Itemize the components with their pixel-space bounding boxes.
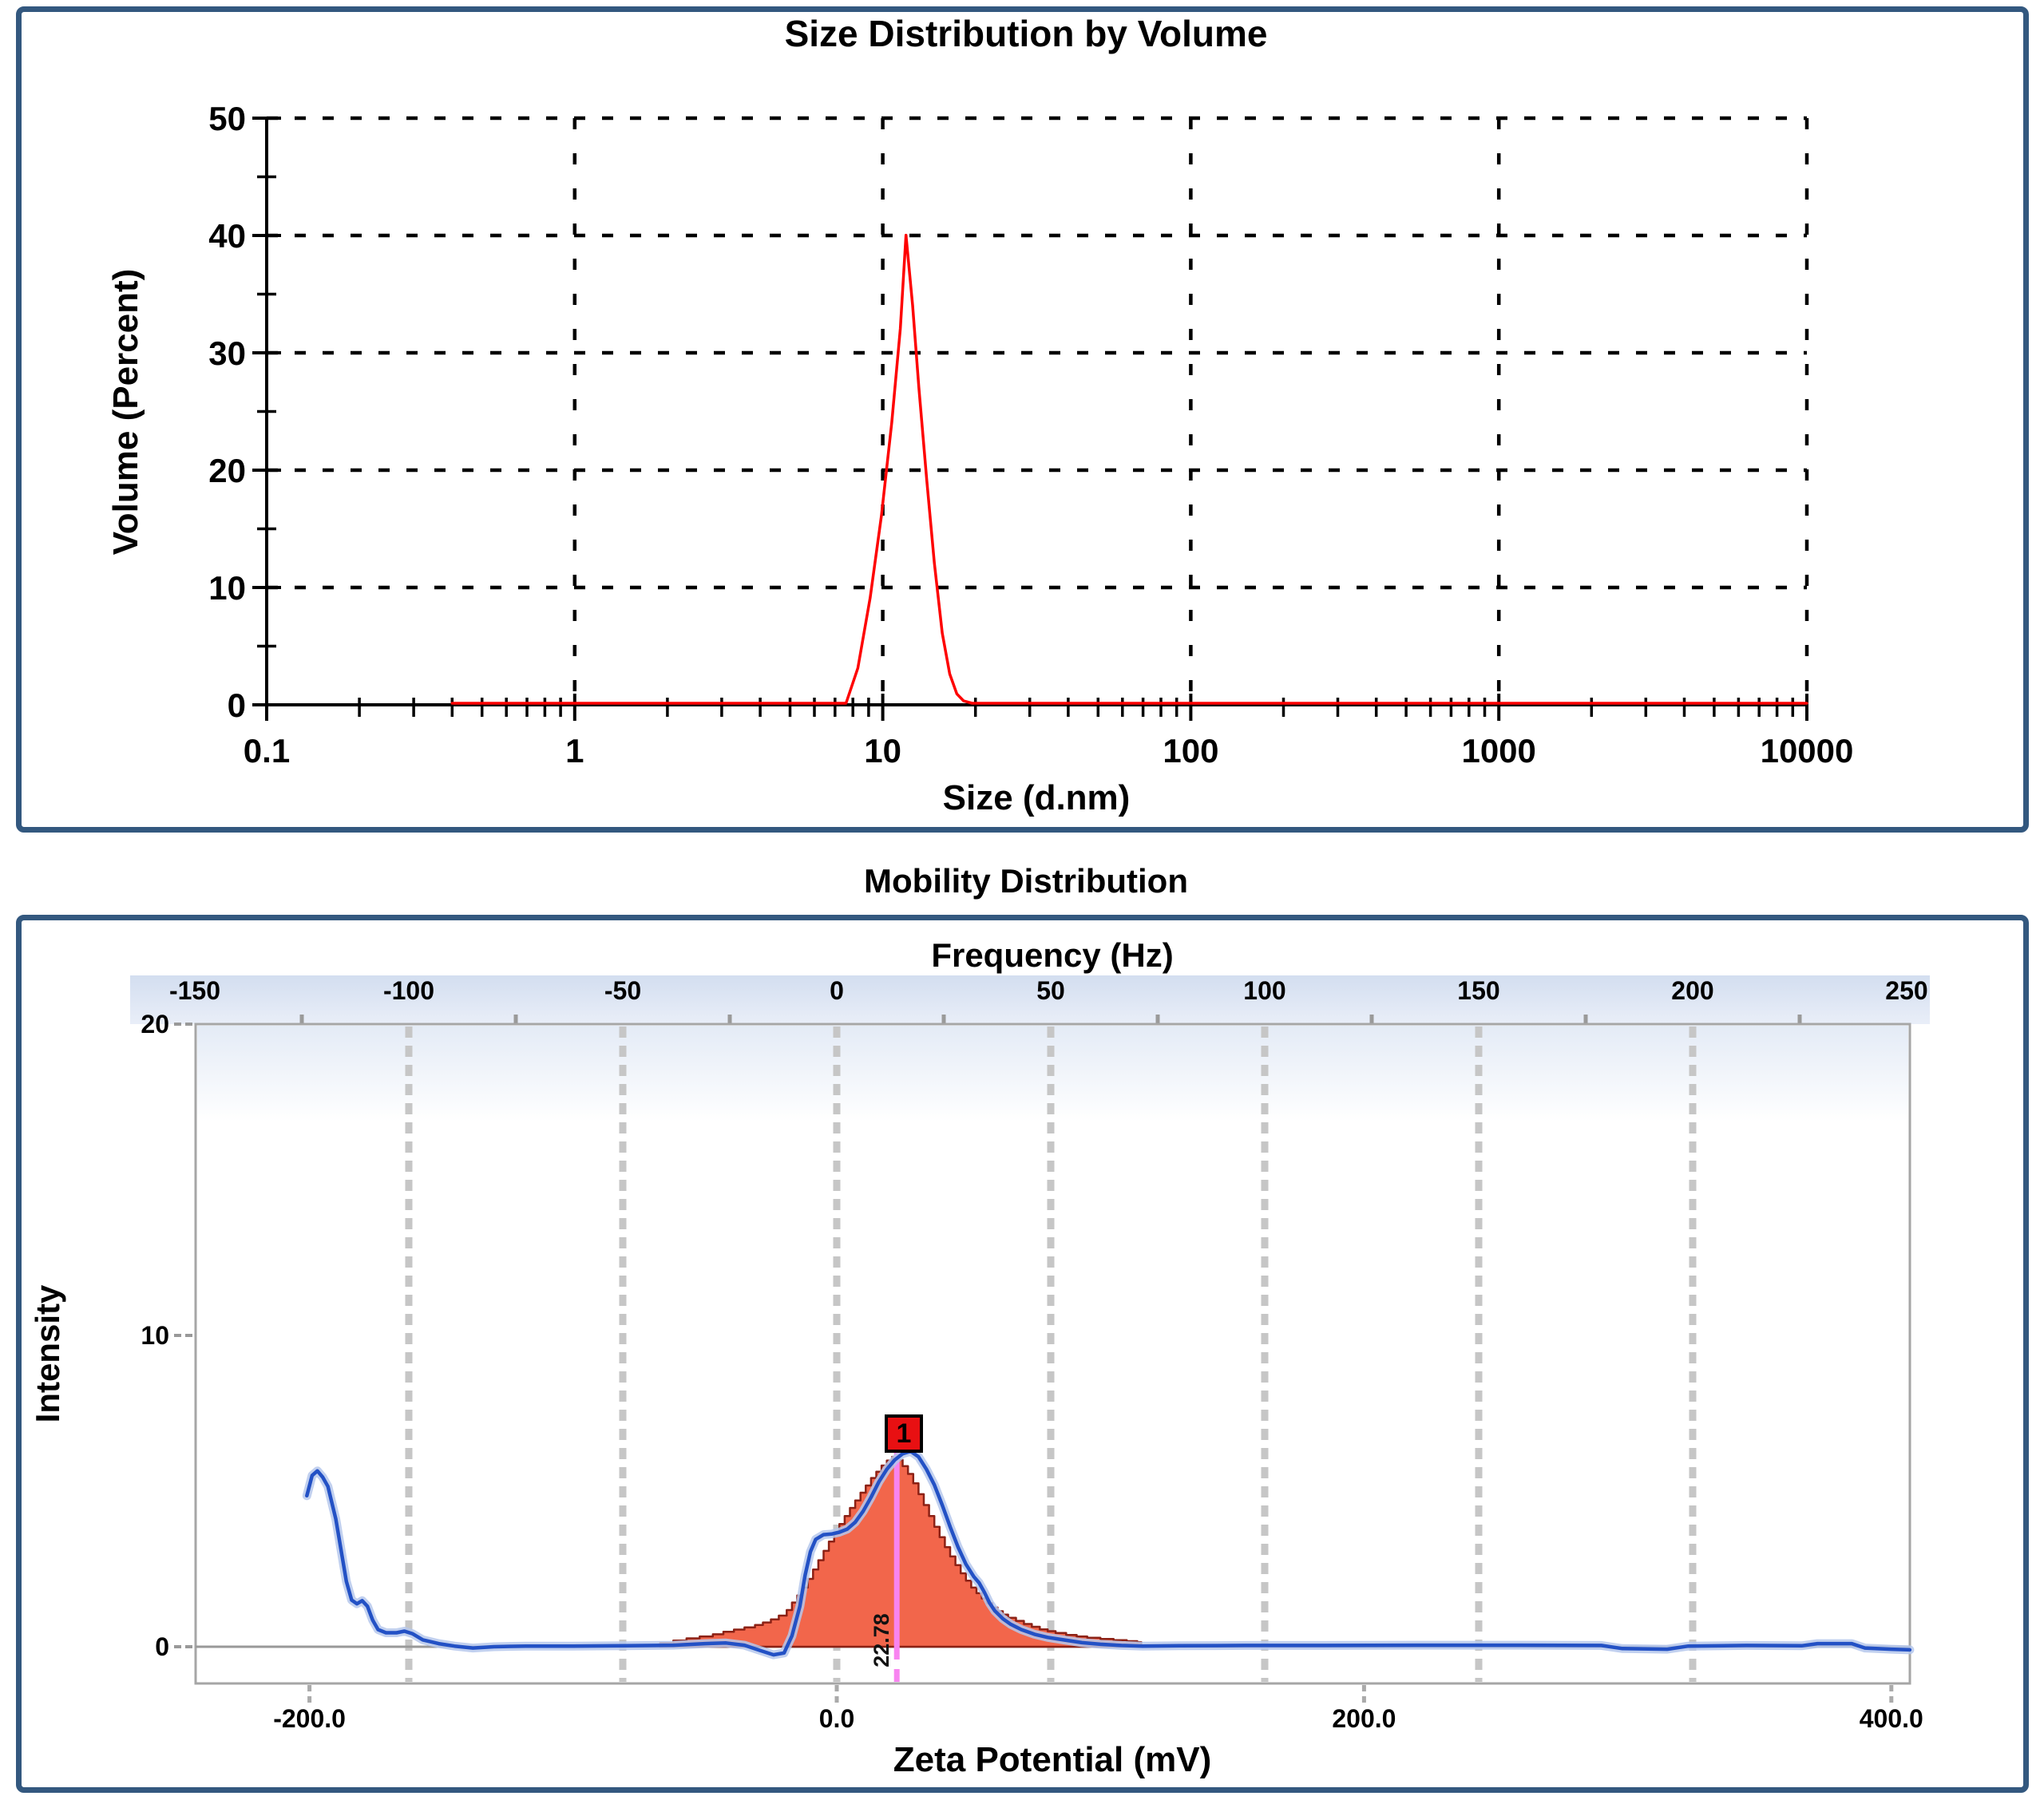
mobility-curve-halo	[302, 1446, 1915, 1660]
frequency-tick-label: 0	[830, 976, 844, 1005]
mobility-chart: -150 -100 -50 0 50 100 150 200 250 0 10 20 -200.0 0.0…	[130, 975, 1930, 1733]
x-tick-label: 1000	[1461, 732, 1535, 769]
y-tick-label: 50	[208, 100, 246, 137]
size-distribution-panel	[16, 6, 2029, 833]
x-tick-label: 10000	[1761, 732, 1854, 769]
x-tick-label: 1	[565, 732, 584, 769]
peak-1-marker-label: 1	[896, 1418, 912, 1449]
x-tick-label: 100	[1163, 732, 1218, 769]
zeta-potential-axis-label: Zeta Potential (mV)	[893, 1740, 1212, 1779]
zeta-tick-label: -200.0	[273, 1704, 346, 1733]
peak-zeta-value-label: 22.78	[869, 1613, 893, 1667]
y-tick-label: 0	[228, 686, 246, 724]
y-tick-label: 40	[208, 217, 246, 255]
size-axis-label: Size (d.nm)	[942, 778, 1131, 817]
frequency-tick-label: 150	[1457, 976, 1499, 1005]
frequency-tick-label: 250	[1885, 976, 1927, 1005]
volume-axis-label: Volume (Percent)	[106, 268, 145, 556]
frequency-tick-label: 50	[1036, 976, 1065, 1005]
intensity-axis-label: Intensity	[29, 1284, 66, 1423]
frequency-tick-label: 100	[1243, 976, 1285, 1005]
zeta-tick-label: 0.0	[819, 1704, 854, 1733]
mobility-chart-title: Mobility Distribution	[864, 862, 1188, 900]
frequency-tick-label: -100	[383, 976, 434, 1005]
size-chart-title: Size Distribution by Volume	[784, 13, 1268, 54]
size-chart: 0 10 20 30 40 50 0.1 1 10 100 1000 10000	[208, 100, 1853, 769]
y-tick-label: 20	[208, 452, 246, 489]
mobility-curve	[305, 1449, 1912, 1657]
frequency-tick-label: -150	[169, 976, 220, 1005]
x-tick-label: 10	[864, 732, 901, 769]
peak-1-marker: 1	[885, 1414, 923, 1453]
x-tick-label: 0.1	[244, 732, 290, 769]
zeta-tick-label: 400.0	[1860, 1704, 1923, 1733]
plot-border	[194, 1023, 1911, 1685]
zeta-distribution-area	[659, 1455, 1143, 1648]
frequency-tick-label: 200	[1671, 976, 1713, 1005]
y-tick-label: 30	[208, 334, 246, 372]
intensity-tick-label: 10	[141, 1321, 169, 1350]
zeta-tick-label: 200.0	[1332, 1704, 1396, 1733]
y-tick-label: 10	[208, 569, 246, 607]
intensity-tick-label: 20	[141, 1010, 169, 1038]
intensity-tick-label: 0	[155, 1632, 169, 1661]
mobility-distribution-panel	[16, 915, 2029, 1793]
volume-distribution-curve	[450, 233, 1808, 705]
frequency-tick-label: -50	[604, 976, 641, 1005]
frequency-axis-label: Frequency (Hz)	[931, 936, 1174, 974]
axis-band	[130, 975, 1930, 1024]
